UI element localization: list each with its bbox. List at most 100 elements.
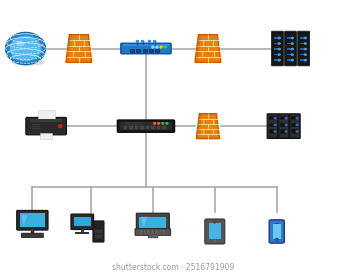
Circle shape [274, 124, 276, 126]
Circle shape [6, 32, 45, 65]
Bar [139, 216, 166, 228]
Bar [287, 37, 294, 39]
Bar [95, 235, 102, 238]
Circle shape [304, 43, 306, 44]
FancyBboxPatch shape [22, 233, 43, 238]
Ellipse shape [12, 59, 44, 65]
Circle shape [285, 118, 287, 119]
Bar [287, 59, 294, 61]
Circle shape [142, 41, 144, 42]
Circle shape [136, 41, 138, 42]
Circle shape [152, 46, 154, 48]
Bar [269, 115, 277, 137]
Bar [162, 126, 166, 129]
Circle shape [274, 131, 276, 132]
Bar [129, 126, 133, 129]
Bar [280, 116, 287, 120]
Bar [287, 48, 294, 50]
Bar [269, 116, 276, 120]
Circle shape [162, 123, 164, 124]
Circle shape [59, 125, 62, 127]
Ellipse shape [17, 42, 24, 46]
Bar [280, 123, 287, 127]
Circle shape [285, 124, 287, 126]
Bar [130, 49, 134, 52]
FancyBboxPatch shape [121, 43, 171, 54]
FancyBboxPatch shape [17, 210, 48, 230]
Bar [136, 49, 141, 52]
Bar [287, 54, 294, 55]
Bar [209, 223, 221, 239]
Bar [155, 230, 158, 232]
Circle shape [10, 36, 41, 60]
Circle shape [304, 37, 306, 39]
Bar [123, 44, 169, 46]
Bar [140, 126, 144, 129]
Bar [40, 133, 52, 139]
FancyBboxPatch shape [135, 229, 171, 235]
FancyBboxPatch shape [136, 213, 169, 231]
FancyBboxPatch shape [71, 214, 94, 230]
Bar [274, 48, 281, 50]
FancyBboxPatch shape [298, 31, 310, 66]
Polygon shape [66, 35, 72, 62]
Bar [148, 235, 158, 238]
FancyBboxPatch shape [93, 221, 104, 242]
Bar [300, 37, 307, 39]
Circle shape [149, 41, 151, 42]
Circle shape [296, 124, 298, 126]
FancyBboxPatch shape [269, 220, 284, 243]
Polygon shape [195, 35, 201, 62]
Bar [273, 33, 281, 64]
Bar [274, 54, 281, 55]
Polygon shape [21, 215, 27, 226]
Polygon shape [196, 114, 220, 139]
Bar [274, 33, 284, 66]
Circle shape [213, 239, 216, 242]
Bar [274, 37, 281, 39]
Bar [269, 123, 276, 127]
Bar [291, 116, 298, 120]
Circle shape [274, 118, 276, 119]
Polygon shape [141, 216, 148, 227]
Circle shape [291, 37, 293, 39]
Circle shape [160, 46, 162, 48]
Bar [162, 230, 165, 232]
FancyBboxPatch shape [26, 117, 66, 135]
FancyBboxPatch shape [289, 114, 300, 139]
FancyBboxPatch shape [117, 120, 175, 132]
Bar [280, 115, 288, 137]
Circle shape [278, 59, 280, 61]
Circle shape [278, 48, 280, 50]
Bar [159, 230, 161, 232]
Bar [162, 232, 165, 234]
Bar [144, 232, 146, 234]
Bar [280, 129, 287, 134]
Bar [300, 33, 310, 66]
Circle shape [278, 43, 280, 44]
Circle shape [304, 59, 306, 61]
Bar [151, 232, 154, 234]
Bar [273, 224, 281, 239]
Bar [291, 129, 298, 134]
Circle shape [296, 131, 298, 132]
Bar [31, 119, 62, 122]
Polygon shape [196, 114, 202, 139]
Circle shape [153, 41, 155, 42]
Bar [75, 232, 89, 234]
Circle shape [291, 48, 293, 50]
Circle shape [285, 131, 287, 132]
Bar [159, 232, 161, 234]
Bar [140, 230, 143, 232]
Bar [95, 230, 102, 233]
Bar [155, 49, 159, 52]
Bar [300, 59, 307, 61]
Bar [300, 43, 307, 44]
Circle shape [7, 34, 44, 63]
Bar [274, 43, 281, 44]
Circle shape [296, 118, 298, 119]
Circle shape [156, 46, 158, 48]
Circle shape [291, 59, 293, 61]
FancyBboxPatch shape [272, 31, 283, 66]
Text: shutterstock.com · 2516791909: shutterstock.com · 2516791909 [112, 263, 235, 272]
